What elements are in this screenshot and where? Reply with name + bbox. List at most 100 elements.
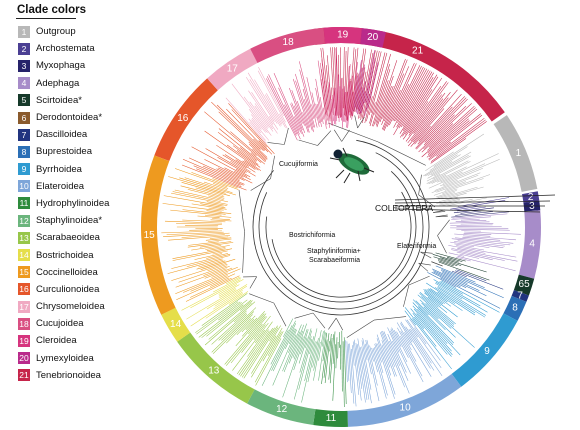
tree-branch bbox=[412, 313, 448, 355]
ring-segment-number: 9 bbox=[484, 346, 490, 357]
tree-branch bbox=[361, 340, 372, 390]
tree-backbone bbox=[271, 191, 412, 298]
legend-label: Tenebrionoidea bbox=[36, 369, 101, 381]
tree-branch bbox=[387, 333, 409, 382]
tree-branch bbox=[244, 160, 259, 171]
tree-branch bbox=[438, 260, 454, 267]
ring-segment bbox=[313, 409, 348, 427]
tree-branch bbox=[400, 335, 423, 377]
tree-branch bbox=[201, 293, 248, 326]
legend-item: 9 Byrrhoidea bbox=[18, 161, 128, 178]
legend-swatch: 20 bbox=[18, 352, 30, 365]
tree-branch bbox=[195, 301, 239, 333]
tree-branch bbox=[436, 153, 499, 183]
tree-branch bbox=[435, 281, 488, 313]
tree-branch bbox=[335, 337, 338, 369]
tree-branch bbox=[188, 157, 240, 182]
tree-branch bbox=[205, 293, 243, 319]
tree-branch bbox=[426, 113, 481, 158]
tree-branch bbox=[332, 47, 337, 116]
tree-branch bbox=[447, 192, 467, 199]
ring-segment bbox=[523, 200, 541, 212]
tree-branch bbox=[452, 213, 508, 219]
tree-branch bbox=[200, 258, 236, 270]
tree-branch bbox=[226, 144, 256, 166]
tree-branch bbox=[412, 305, 448, 344]
tree-branch bbox=[267, 331, 282, 356]
tree-branch bbox=[382, 330, 405, 388]
tree-branch bbox=[282, 336, 304, 398]
tree-branch bbox=[344, 50, 347, 116]
tree-branch bbox=[191, 245, 222, 251]
tree-branch bbox=[218, 111, 268, 158]
tree-branch bbox=[253, 324, 266, 340]
legend-label: Archostemata bbox=[36, 43, 95, 55]
tree-branch bbox=[330, 47, 335, 109]
beetle-icon bbox=[329, 147, 375, 184]
tree-branch bbox=[282, 324, 302, 372]
tree-branch bbox=[421, 123, 453, 153]
tree-branch bbox=[188, 241, 219, 246]
tree-branch bbox=[451, 238, 511, 246]
tree-branch bbox=[437, 287, 486, 318]
tree-branch bbox=[293, 323, 307, 360]
tree-branch bbox=[233, 310, 247, 323]
legend-label: Scarabaeoidea bbox=[36, 232, 100, 244]
tree-branch bbox=[353, 339, 362, 401]
legend-swatch: 14 bbox=[18, 249, 30, 262]
tree-branch bbox=[357, 48, 367, 110]
tree-branch bbox=[269, 327, 279, 342]
tree-branch bbox=[423, 103, 472, 150]
tree-branch bbox=[302, 112, 310, 133]
tree-branch bbox=[432, 160, 469, 180]
tree-branch bbox=[251, 119, 270, 141]
tree-branch bbox=[242, 160, 256, 170]
tree-branch bbox=[320, 79, 327, 115]
tree-branch bbox=[357, 67, 366, 114]
tree-branch bbox=[454, 241, 504, 248]
tree-branch bbox=[463, 233, 492, 235]
tree-branch bbox=[418, 194, 436, 208]
tree-branch bbox=[216, 168, 240, 180]
tree-branch bbox=[245, 76, 275, 122]
tree-branch bbox=[462, 236, 501, 241]
tree-branch bbox=[425, 289, 445, 304]
tree-branch bbox=[332, 94, 336, 125]
tree-branch bbox=[320, 62, 328, 121]
tree-branch bbox=[393, 67, 426, 128]
tree-branch bbox=[362, 337, 368, 361]
tree-branch bbox=[291, 102, 303, 131]
tree-branch bbox=[455, 211, 494, 216]
legend-label: Myxophaga bbox=[36, 60, 86, 72]
tree-branch bbox=[442, 158, 500, 184]
legend-item: 16 Curculionoidea bbox=[18, 281, 128, 298]
tree-branch bbox=[397, 68, 428, 123]
tree-branch bbox=[408, 275, 430, 286]
tree-branch bbox=[296, 100, 309, 133]
tree-branch bbox=[293, 336, 312, 400]
tree-branch bbox=[372, 348, 387, 399]
ring-segment bbox=[161, 307, 191, 342]
tree-branch bbox=[396, 322, 411, 346]
legend-divider bbox=[16, 18, 76, 19]
tree-branch bbox=[309, 336, 315, 355]
legend-label: Cucujoidea bbox=[36, 318, 84, 330]
tree-branch bbox=[193, 165, 241, 186]
tree-branch bbox=[374, 343, 384, 373]
tree-branch bbox=[343, 86, 345, 122]
tree-branch bbox=[174, 189, 229, 203]
tree-branch bbox=[435, 252, 466, 262]
tree-branch bbox=[417, 294, 455, 327]
tree-branch bbox=[460, 223, 494, 225]
legend-label: Dascilloidea bbox=[36, 129, 88, 141]
legend-item: 19 Cleroidea bbox=[18, 332, 128, 349]
tree-branch bbox=[266, 93, 286, 128]
tree-branch bbox=[307, 341, 317, 383]
tree-branch bbox=[418, 174, 422, 195]
tree-branch bbox=[207, 264, 228, 272]
tree-branch bbox=[298, 338, 313, 390]
tree-branch bbox=[437, 291, 456, 304]
tree-branch bbox=[403, 284, 410, 307]
legend-item: 3 Myxophaga bbox=[18, 57, 128, 74]
tree-branch bbox=[457, 255, 516, 272]
